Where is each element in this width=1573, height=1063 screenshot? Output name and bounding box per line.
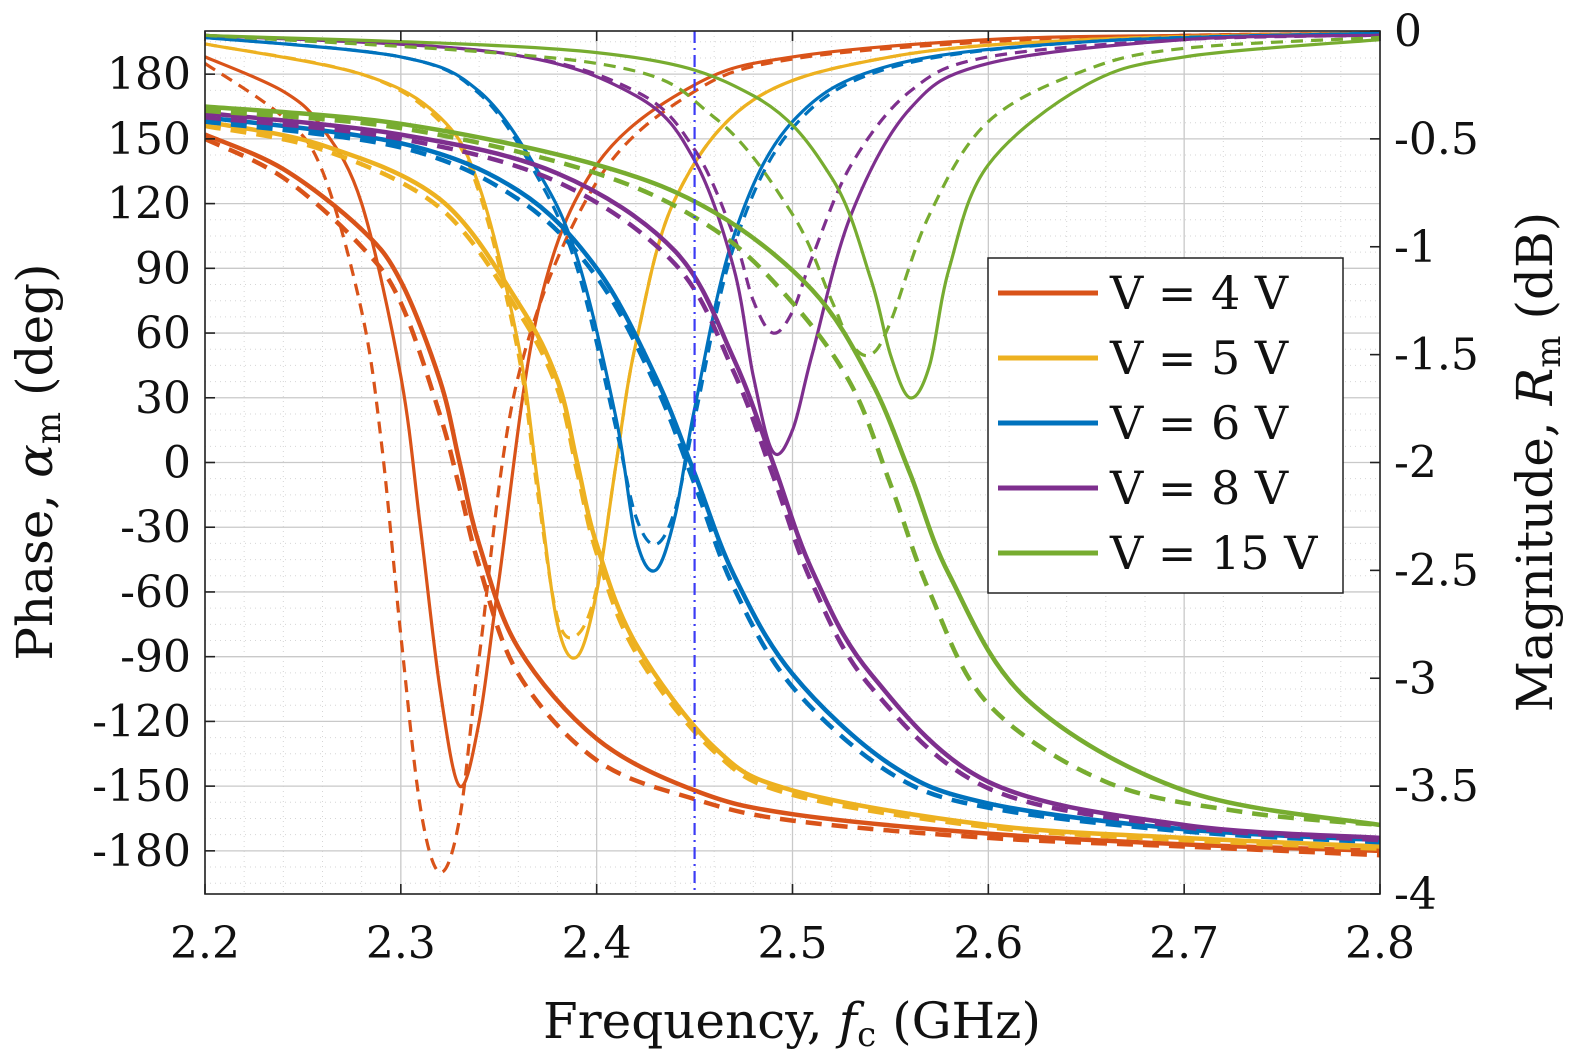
x-tick-label: 2.5 (758, 918, 828, 969)
y-right-tick-label: 0 (1394, 6, 1422, 57)
series-15v-magnitude-model-line (205, 33, 1380, 358)
series-8v-magnitude-line (205, 33, 1380, 456)
series-5v-phase-model-line (205, 123, 1380, 851)
legend-label: V = 4 V (1109, 266, 1289, 320)
y-left-tick-label: -180 (92, 826, 191, 877)
x-tick-label: 2.4 (562, 918, 632, 969)
legend-label: V = 6 V (1109, 396, 1289, 450)
series-15v-magnitude-line (205, 33, 1380, 400)
y-left-tick-label: 150 (107, 114, 191, 165)
x-tick-label: 2.3 (366, 918, 436, 969)
x-tick-label: 2.2 (170, 918, 240, 969)
y-left-tick-label: 90 (135, 243, 191, 294)
series-15v-phase-model-line (205, 108, 1380, 828)
series-4v-magnitude-model-line (205, 31, 1380, 874)
y-left-tick-label: 30 (135, 373, 191, 424)
y-right-tick-label: -2 (1394, 438, 1437, 489)
legend-label: V = 15 V (1109, 526, 1318, 580)
series-8v-phase-line (205, 110, 1380, 841)
series-6v-magnitude-line (205, 31, 1380, 573)
y-left-tick-label: -90 (120, 632, 191, 683)
y-right-tick-label: -3.5 (1394, 761, 1479, 812)
legend-label: V = 8 V (1109, 461, 1289, 515)
y-left-tick-label: -30 (120, 502, 191, 553)
series-5v-magnitude-line (205, 31, 1380, 660)
x-tick-label: 2.6 (953, 918, 1023, 969)
series-8v-phase-model-line (205, 115, 1380, 843)
legend-label: V = 5 V (1109, 331, 1289, 385)
legend: V = 4 V V = 5 V V = 6 V V = 8 V V = 15 V (987, 257, 1344, 594)
y-axis-left-label: Phase, αm (deg) (6, 263, 72, 660)
y-left-tick-label: -120 (92, 696, 191, 747)
y-right-tick-label: -3 (1394, 653, 1437, 704)
series-layer (205, 31, 1380, 874)
series-5v-phase-line (205, 119, 1380, 849)
y-right-tick-label: -1.5 (1394, 330, 1479, 381)
series-4v-phase-line (205, 132, 1380, 854)
y-left-tick-label: 120 (107, 179, 191, 230)
y-left-tick-label: 180 (107, 49, 191, 100)
y-left-tick-label: -60 (120, 567, 191, 618)
series-6v-phase-line (205, 115, 1380, 843)
y-left-tick-label: 0 (163, 438, 191, 489)
x-tick-label: 2.7 (1149, 918, 1219, 969)
y-axis-right-label: Magnitude, Rm (dB) (1506, 212, 1572, 712)
y-right-tick-label: -2.5 (1394, 545, 1479, 596)
y-right-tick-label: -0.5 (1394, 114, 1479, 165)
x-tick-label: 2.8 (1345, 918, 1415, 969)
series-8v-magnitude-model-line (205, 33, 1380, 335)
series-15v-phase-line (205, 104, 1380, 828)
y-left-tick-label: -150 (92, 761, 191, 812)
series-6v-phase-model-line (205, 119, 1380, 845)
y-right-tick-label: -1 (1394, 222, 1437, 273)
series-4v-magnitude-line (205, 31, 1380, 789)
ticks-layer: 2.2 2.3 2.4 2.5 2.6 2.7 2.81801501209060300-30… (92, 6, 1479, 969)
y-right-tick-label: -4 (1394, 869, 1437, 920)
y-left-tick-label: 60 (135, 308, 191, 359)
x-axis-label: Frequency, fc (GHz) (543, 992, 1041, 1058)
